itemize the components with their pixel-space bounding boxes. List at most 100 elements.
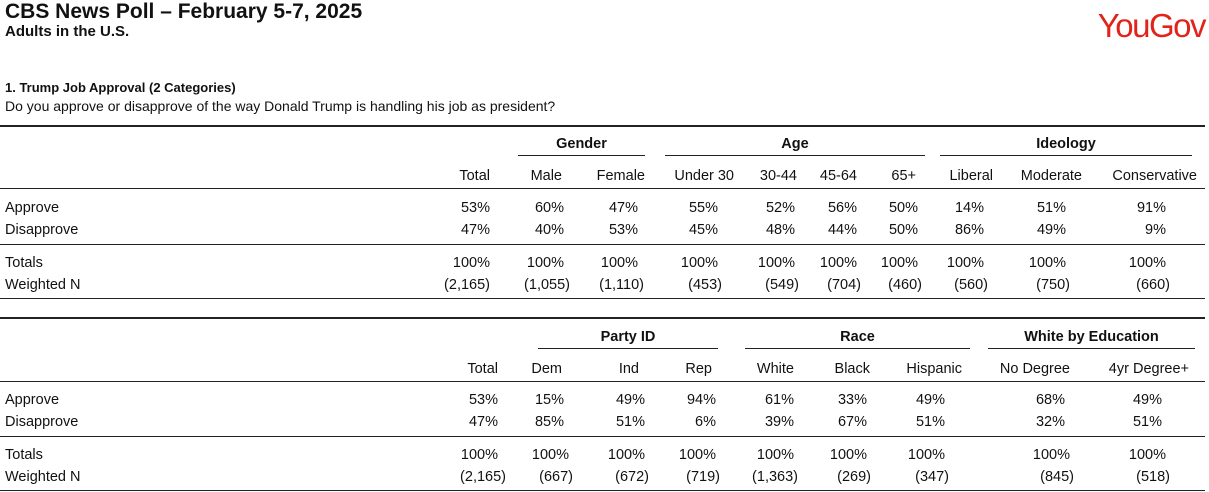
col-header-moderate: Moderate bbox=[1020, 168, 1082, 184]
table1-cell: 91% bbox=[1136, 200, 1166, 216]
group-header-age: Age bbox=[781, 136, 809, 152]
group-rule-gender bbox=[518, 155, 645, 156]
table2-cell: 100% bbox=[678, 447, 716, 463]
table2-cell: 100% bbox=[829, 447, 867, 463]
group-rule-party-id bbox=[538, 348, 718, 349]
col-header-white: White bbox=[756, 361, 794, 377]
col-header-4yr-degree-plus: 4yr Degree+ bbox=[1108, 361, 1189, 377]
poll-subtitle: Adults in the U.S. bbox=[5, 23, 130, 40]
col-header-liberal: Liberal bbox=[949, 168, 993, 184]
table1-cell: 45% bbox=[688, 222, 718, 238]
table2-cell: (672) bbox=[615, 469, 649, 485]
table2-cell: (719) bbox=[686, 469, 720, 485]
table1-cell: (2,165) bbox=[444, 277, 490, 293]
table1-cell: (549) bbox=[765, 277, 799, 293]
table2-cell: (2,165) bbox=[460, 469, 506, 485]
table2-cell: 33% bbox=[837, 392, 867, 408]
yougov-logo: YouGov bbox=[1097, 7, 1207, 44]
table2-cell: 94% bbox=[686, 392, 716, 408]
group-rule-race bbox=[745, 348, 970, 349]
table2-cell: (667) bbox=[539, 469, 573, 485]
row-label-disapprove: Disapprove bbox=[5, 414, 79, 430]
table1-cell: (560) bbox=[954, 277, 988, 293]
table2-cell: 85% bbox=[534, 414, 564, 430]
group-rule-ideology bbox=[940, 155, 1192, 156]
table1-cell: 51% bbox=[1036, 200, 1066, 216]
table1-cell: 55% bbox=[688, 200, 718, 216]
table2-cell: 6% bbox=[695, 414, 716, 430]
table2-header-rule bbox=[0, 381, 1205, 382]
row-label-approve: Approve bbox=[5, 200, 60, 216]
table2-cell: (269) bbox=[837, 469, 871, 485]
table1-cell: (1,110) bbox=[599, 277, 644, 293]
table2-cell: (845) bbox=[1040, 469, 1074, 485]
table1-cell: 47% bbox=[460, 222, 490, 238]
table1-cell: (453) bbox=[688, 277, 722, 293]
table2-cell: 47% bbox=[468, 414, 498, 430]
table2-cell: (518) bbox=[1136, 469, 1170, 485]
table2-totals-rule bbox=[0, 436, 1205, 437]
col-header-65-plus: 65+ bbox=[891, 168, 916, 184]
table1-cell: 56% bbox=[827, 200, 857, 216]
table2-cell: (347) bbox=[915, 469, 949, 485]
col-header-30-44: 30-44 bbox=[759, 168, 797, 184]
table1-top-rule bbox=[0, 125, 1205, 127]
question-title: 1. Trump Job Approval (2 Categories) bbox=[5, 80, 236, 95]
table2-top-rule bbox=[0, 317, 1205, 319]
col-header-female: Female bbox=[596, 168, 645, 184]
col-header-hispanic: Hispanic bbox=[906, 361, 962, 377]
table2-cell: 100% bbox=[756, 447, 794, 463]
table2-cell: 49% bbox=[615, 392, 645, 408]
table2-cell: 100% bbox=[1032, 447, 1070, 463]
col-header-45-64: 45-64 bbox=[819, 168, 857, 184]
table1-cell: (660) bbox=[1136, 277, 1170, 293]
table1-cell: 60% bbox=[534, 200, 564, 216]
table1-cell: 48% bbox=[765, 222, 795, 238]
table1-cell: 100% bbox=[526, 255, 564, 271]
table1-cell: 40% bbox=[534, 222, 564, 238]
table2-cell: 49% bbox=[1132, 392, 1162, 408]
poll-title: CBS News Poll – February 5-7, 2025 bbox=[5, 0, 363, 23]
table1-cell: 100% bbox=[757, 255, 795, 271]
table2-cell: 100% bbox=[531, 447, 569, 463]
table1-cell: (460) bbox=[888, 277, 922, 293]
table2-cell: 51% bbox=[615, 414, 645, 430]
table2-cell: 15% bbox=[534, 392, 564, 408]
group-rule-age bbox=[665, 155, 925, 156]
table1-cell: 100% bbox=[946, 255, 984, 271]
table2-cell: 49% bbox=[915, 392, 945, 408]
table1-cell: (750) bbox=[1036, 277, 1070, 293]
table1-cell: 100% bbox=[600, 255, 638, 271]
table1-cell: 14% bbox=[954, 200, 984, 216]
table1-cell: 47% bbox=[608, 200, 638, 216]
row-label-totals: Totals bbox=[5, 255, 43, 271]
table1-bottom-rule bbox=[0, 298, 1205, 299]
table1-cell: 52% bbox=[765, 200, 795, 216]
table2-cell: 100% bbox=[607, 447, 645, 463]
table2-bottom-rule bbox=[0, 490, 1205, 491]
table1-cell: 86% bbox=[954, 222, 984, 238]
col-header-male: Male bbox=[530, 168, 562, 184]
col-header-no-degree: No Degree bbox=[999, 361, 1070, 377]
question-text: Do you approve or disapprove of the way … bbox=[5, 98, 556, 114]
table2-cell: 67% bbox=[837, 414, 867, 430]
table1-cell: 100% bbox=[452, 255, 490, 271]
group-header-gender: Gender bbox=[556, 136, 607, 152]
col-header-rep: Rep bbox=[685, 361, 712, 377]
row-label-weighted-n: Weighted N bbox=[5, 469, 81, 485]
col-header-under-30: Under 30 bbox=[674, 168, 734, 184]
table1-cell: 100% bbox=[880, 255, 918, 271]
row-label-disapprove: Disapprove bbox=[5, 222, 79, 238]
table1-cell: 44% bbox=[827, 222, 857, 238]
col-header-total: Total bbox=[459, 168, 490, 184]
group-header-white-by-education: White by Education bbox=[1024, 329, 1159, 345]
table2-cell: 51% bbox=[1132, 414, 1162, 430]
table1-cell: 50% bbox=[888, 200, 918, 216]
col-header-conservative: Conservative bbox=[1112, 168, 1197, 184]
table2-cell: 68% bbox=[1035, 392, 1065, 408]
table1-cell: 49% bbox=[1036, 222, 1066, 238]
table1-cell: (704) bbox=[827, 277, 861, 293]
table1-header-rule bbox=[0, 188, 1205, 189]
col-header-total: Total bbox=[467, 361, 498, 377]
table2-cell: 100% bbox=[460, 447, 498, 463]
